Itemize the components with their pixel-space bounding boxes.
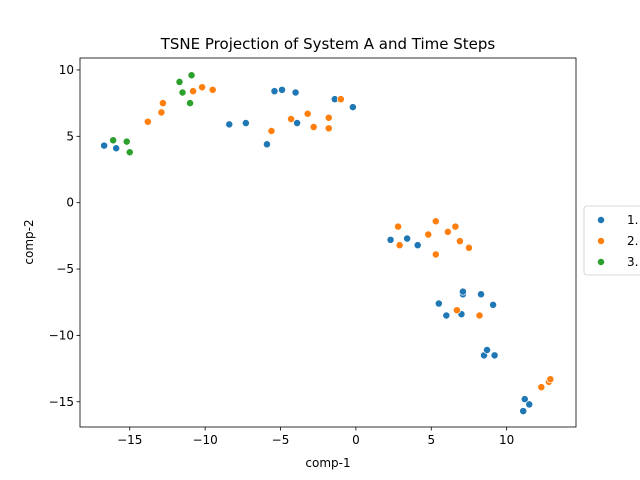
data-point xyxy=(241,119,250,127)
data-point xyxy=(443,227,452,236)
data-point xyxy=(278,85,286,94)
data-point xyxy=(489,300,498,309)
data-point xyxy=(189,87,198,96)
legend-marker xyxy=(597,216,605,224)
data-point xyxy=(424,230,433,239)
data-point xyxy=(198,83,207,92)
data-point xyxy=(158,99,167,108)
data-point xyxy=(293,119,302,127)
y-tick-label: −10 xyxy=(49,328,74,342)
y-tick-label: 5 xyxy=(66,129,74,143)
data-point xyxy=(303,109,312,118)
y-tick-label: 0 xyxy=(66,196,74,210)
data-point xyxy=(520,395,529,404)
series-3 xyxy=(109,71,196,157)
data-point xyxy=(475,311,484,320)
data-point xyxy=(490,351,499,360)
y-tick-label: −15 xyxy=(49,395,74,409)
y-axis-ticks: −15 −10 −5 0 5 10 xyxy=(49,63,80,409)
plot-area xyxy=(79,57,577,428)
plot-background xyxy=(80,58,576,427)
data-point xyxy=(483,346,492,354)
data-point xyxy=(262,140,271,149)
x-tick-label: −15 xyxy=(117,433,142,447)
data-point xyxy=(178,88,187,97)
data-point xyxy=(519,407,528,416)
legend-marker xyxy=(597,258,605,266)
data-point xyxy=(442,311,451,320)
legend-label: 3. xyxy=(627,255,638,269)
data-point xyxy=(336,95,345,104)
x-tick-label: 5 xyxy=(427,433,435,447)
data-point xyxy=(395,241,404,250)
legend: 1. 2. 3. xyxy=(583,205,640,276)
data-point xyxy=(458,287,467,296)
data-point xyxy=(270,87,279,96)
data-point xyxy=(309,123,318,131)
data-point xyxy=(413,241,422,250)
data-point xyxy=(394,222,403,231)
data-point xyxy=(434,299,443,308)
data-point xyxy=(348,103,357,112)
data-point xyxy=(537,383,546,392)
data-point xyxy=(186,99,195,108)
series-2 xyxy=(143,83,555,392)
x-tick-label: −5 xyxy=(272,433,290,447)
data-point xyxy=(125,148,134,157)
legend-label: 2. xyxy=(627,234,638,248)
data-point xyxy=(465,243,473,252)
data-point xyxy=(431,217,440,226)
data-point xyxy=(267,127,276,135)
data-point xyxy=(451,222,460,231)
data-point xyxy=(112,144,121,153)
y-axis-label: comp-2 xyxy=(22,219,36,264)
legend-marker xyxy=(597,237,605,245)
series-1 xyxy=(100,85,534,416)
y-tick-label: −5 xyxy=(56,262,74,276)
data-point xyxy=(143,117,152,126)
data-point xyxy=(100,141,109,150)
data-point xyxy=(324,113,333,122)
data-point xyxy=(455,237,464,246)
x-axis-label: comp-1 xyxy=(305,456,350,470)
data-point xyxy=(175,77,184,86)
data-point xyxy=(157,108,166,117)
data-point xyxy=(208,85,217,94)
data-point xyxy=(452,306,461,315)
y-tick-label: 10 xyxy=(59,63,74,77)
x-tick-label: −10 xyxy=(192,433,217,447)
data-point xyxy=(287,115,296,124)
data-point xyxy=(109,136,118,145)
data-point xyxy=(431,250,440,259)
legend-box xyxy=(583,205,640,276)
plot-frame xyxy=(79,57,577,428)
data-point xyxy=(324,124,333,133)
x-tick-label: 0 xyxy=(352,433,360,447)
data-point xyxy=(291,88,300,97)
data-point xyxy=(403,234,412,243)
data-point xyxy=(477,290,485,299)
data-point xyxy=(187,71,196,80)
legend-label: 1. xyxy=(627,213,638,227)
data-point xyxy=(546,375,555,384)
data-point xyxy=(122,137,131,146)
x-tick-label: 10 xyxy=(499,433,514,447)
x-axis-ticks: −15 −10 −5 0 5 10 xyxy=(117,427,514,447)
data-point xyxy=(225,120,234,129)
chart-title: TSNE Projection of System A and Time Ste… xyxy=(160,35,496,53)
data-point xyxy=(525,400,534,409)
data-point xyxy=(386,235,395,244)
